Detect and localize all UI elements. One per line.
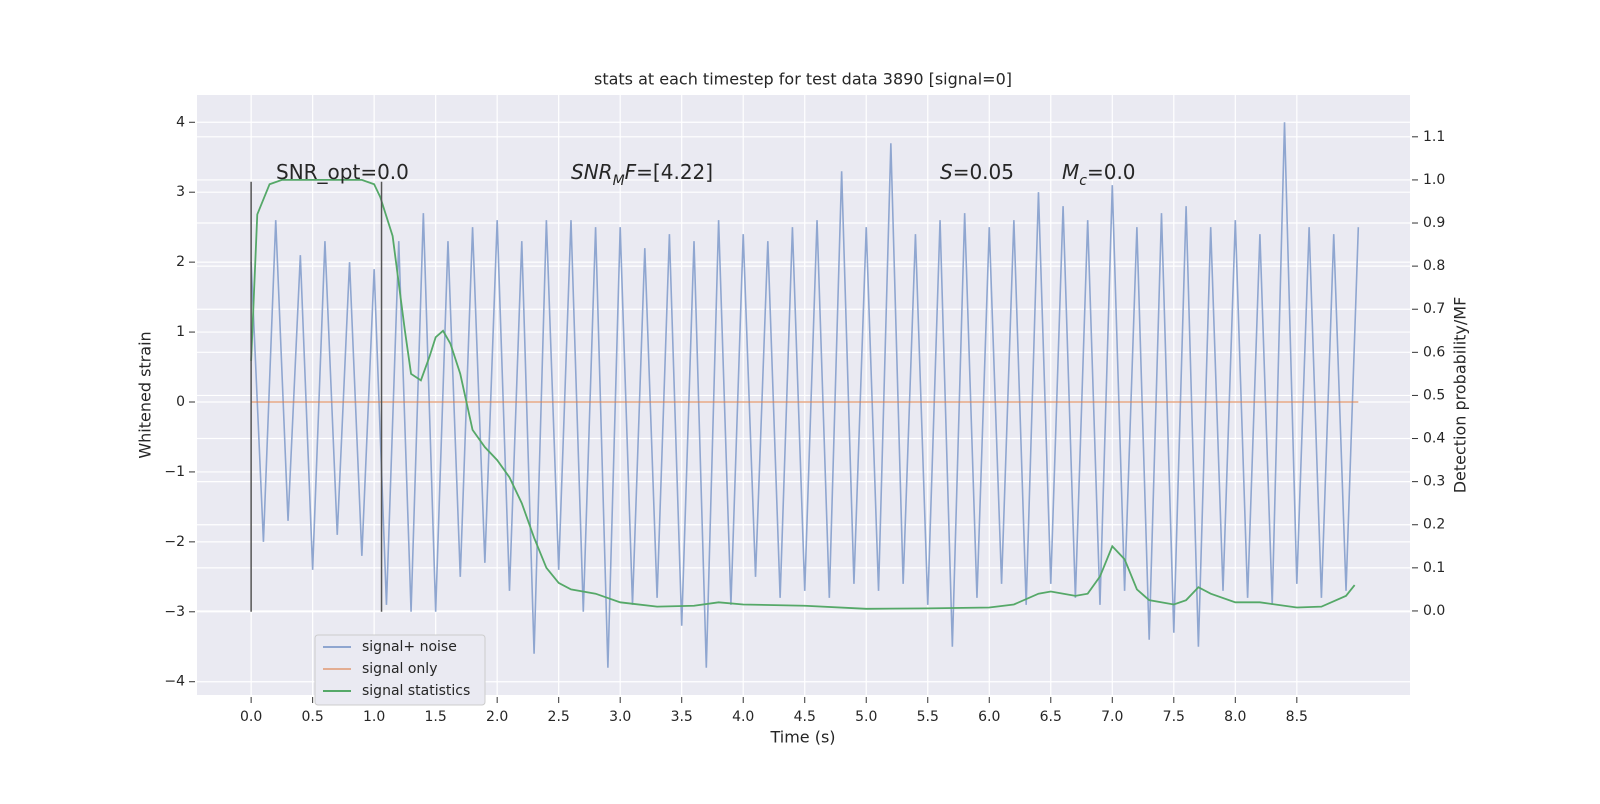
y2-tick-label: 0.4 <box>1423 431 1445 447</box>
annotation: S=0.05 <box>940 160 1014 184</box>
x-tick-label: 7.0 <box>1101 709 1123 725</box>
y-tick-label: 0 <box>176 394 185 410</box>
x-tick-label: 5.0 <box>855 709 877 725</box>
series-line <box>250 122 1360 668</box>
y2-tick-label: 0.3 <box>1423 474 1445 490</box>
legend-label: signal only <box>362 661 437 677</box>
x-tick-label: 0.5 <box>302 709 324 725</box>
y2-tick-label: 0.1 <box>1423 560 1445 576</box>
x-tick-label: 4.0 <box>732 709 754 725</box>
x-tick-label: 2.5 <box>548 709 570 725</box>
y2-tick-label: 0.8 <box>1423 258 1445 274</box>
x-tick-label: 7.5 <box>1163 709 1185 725</box>
legend-label: signal statistics <box>362 683 470 699</box>
legend-label: signal+ noise <box>362 639 457 655</box>
y2-tick-label: 1.1 <box>1423 129 1445 145</box>
y2-tick-label: 0.5 <box>1423 387 1445 403</box>
y2-tick-label: 0.6 <box>1423 344 1445 360</box>
annotation: SNR_opt=0.0 <box>276 160 409 184</box>
x-tick-label: 1.0 <box>363 709 385 725</box>
x-tick-label: 3.5 <box>671 709 693 725</box>
x-tick-label: 5.5 <box>917 709 939 725</box>
x-tick-label: 2.0 <box>486 709 508 725</box>
annotation-part: M <box>1062 160 1079 184</box>
x-tick-label: 4.5 <box>794 709 816 725</box>
legend-box <box>314 634 486 706</box>
chart-title: stats at each timestep for test data 389… <box>594 70 1012 89</box>
y2-tick-label: 0.0 <box>1423 603 1445 619</box>
y-tick-label: 2 <box>176 254 185 270</box>
y2-axis-label: Detection probability/MF <box>1451 297 1470 494</box>
x-tick-label: 8.0 <box>1224 709 1246 725</box>
annotation-part: =[4.22] <box>636 160 713 184</box>
annotation-part: SNR <box>571 160 613 184</box>
annotation: SNRMF=[4.22] <box>571 160 713 190</box>
x-tick-label: 3.0 <box>609 709 631 725</box>
x-tick-label: 8.5 <box>1286 709 1308 725</box>
y2-tick-label: 0.7 <box>1423 301 1445 317</box>
x-axis-label: Time (s) <box>769 728 835 747</box>
annotation-part: SNR_opt=0.0 <box>276 160 409 184</box>
x-tick-label: 0.0 <box>240 709 262 725</box>
y-tick-label: 4 <box>176 114 185 130</box>
y-tick-label: −2 <box>164 534 185 550</box>
y-axis-label: Whitened strain <box>136 331 155 458</box>
annotation-part: =0.0 <box>1087 160 1136 184</box>
annotation: Mc=0.0 <box>1062 160 1136 190</box>
series-line <box>250 179 1356 610</box>
x-tick-label: 6.5 <box>1040 709 1062 725</box>
annotation-part: M <box>613 173 625 189</box>
y2-tick-label: 0.2 <box>1423 517 1445 533</box>
y-tick-label: −3 <box>164 604 185 620</box>
annotation-part: F <box>625 160 637 184</box>
y-tick-label: −4 <box>164 674 185 690</box>
legend: signal+ noise signal only signal statistic… <box>314 634 486 706</box>
y2-tick-label: 1.0 <box>1423 172 1445 188</box>
x-tick-label: 6.0 <box>978 709 1000 725</box>
y-tick-label: 1 <box>176 324 185 340</box>
y-tick-label: 3 <box>176 184 185 200</box>
annotation-part: S <box>940 160 953 184</box>
y-tick-label: −1 <box>164 464 185 480</box>
annotation-part: c <box>1079 173 1087 189</box>
x-tick-label: 1.5 <box>425 709 447 725</box>
annotation-part: =0.05 <box>953 160 1014 184</box>
y2-tick-label: 0.9 <box>1423 215 1445 231</box>
